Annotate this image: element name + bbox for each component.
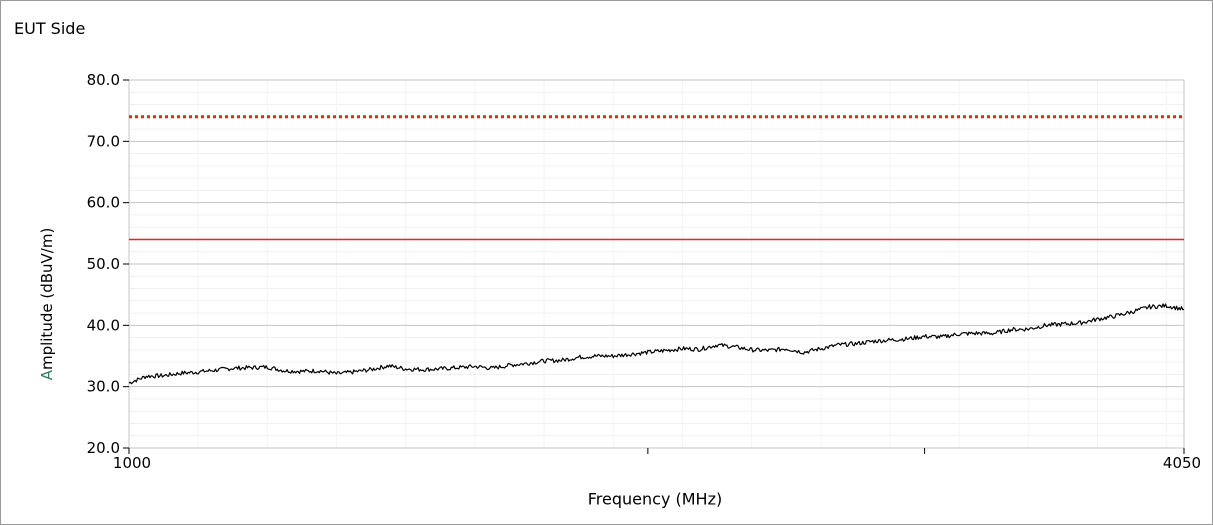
y-tick-label: 40.0 xyxy=(87,316,120,334)
chart-title: EUT Side xyxy=(14,19,86,38)
y-tick-label: 70.0 xyxy=(87,132,120,150)
x-tick-label: 4050 xyxy=(1163,454,1201,472)
y-axis-label-rest: mplitude (dBuV/m) xyxy=(38,227,56,371)
y-axis-label: Amplitude (dBuV/m) xyxy=(38,228,56,381)
series-line xyxy=(128,303,1185,385)
x-axis-label: Frequency (MHz) xyxy=(587,489,723,509)
y-axis-label-initial: A xyxy=(38,370,56,381)
y-tick-label: 60.0 xyxy=(87,194,120,212)
y-tick-label: 30.0 xyxy=(87,378,120,396)
y-tick-label: 50.0 xyxy=(87,255,120,273)
x-tick-label: 1000 xyxy=(113,454,151,472)
y-tick-label: 80.0 xyxy=(87,71,120,89)
y-tick-label: 20.0 xyxy=(87,439,120,457)
